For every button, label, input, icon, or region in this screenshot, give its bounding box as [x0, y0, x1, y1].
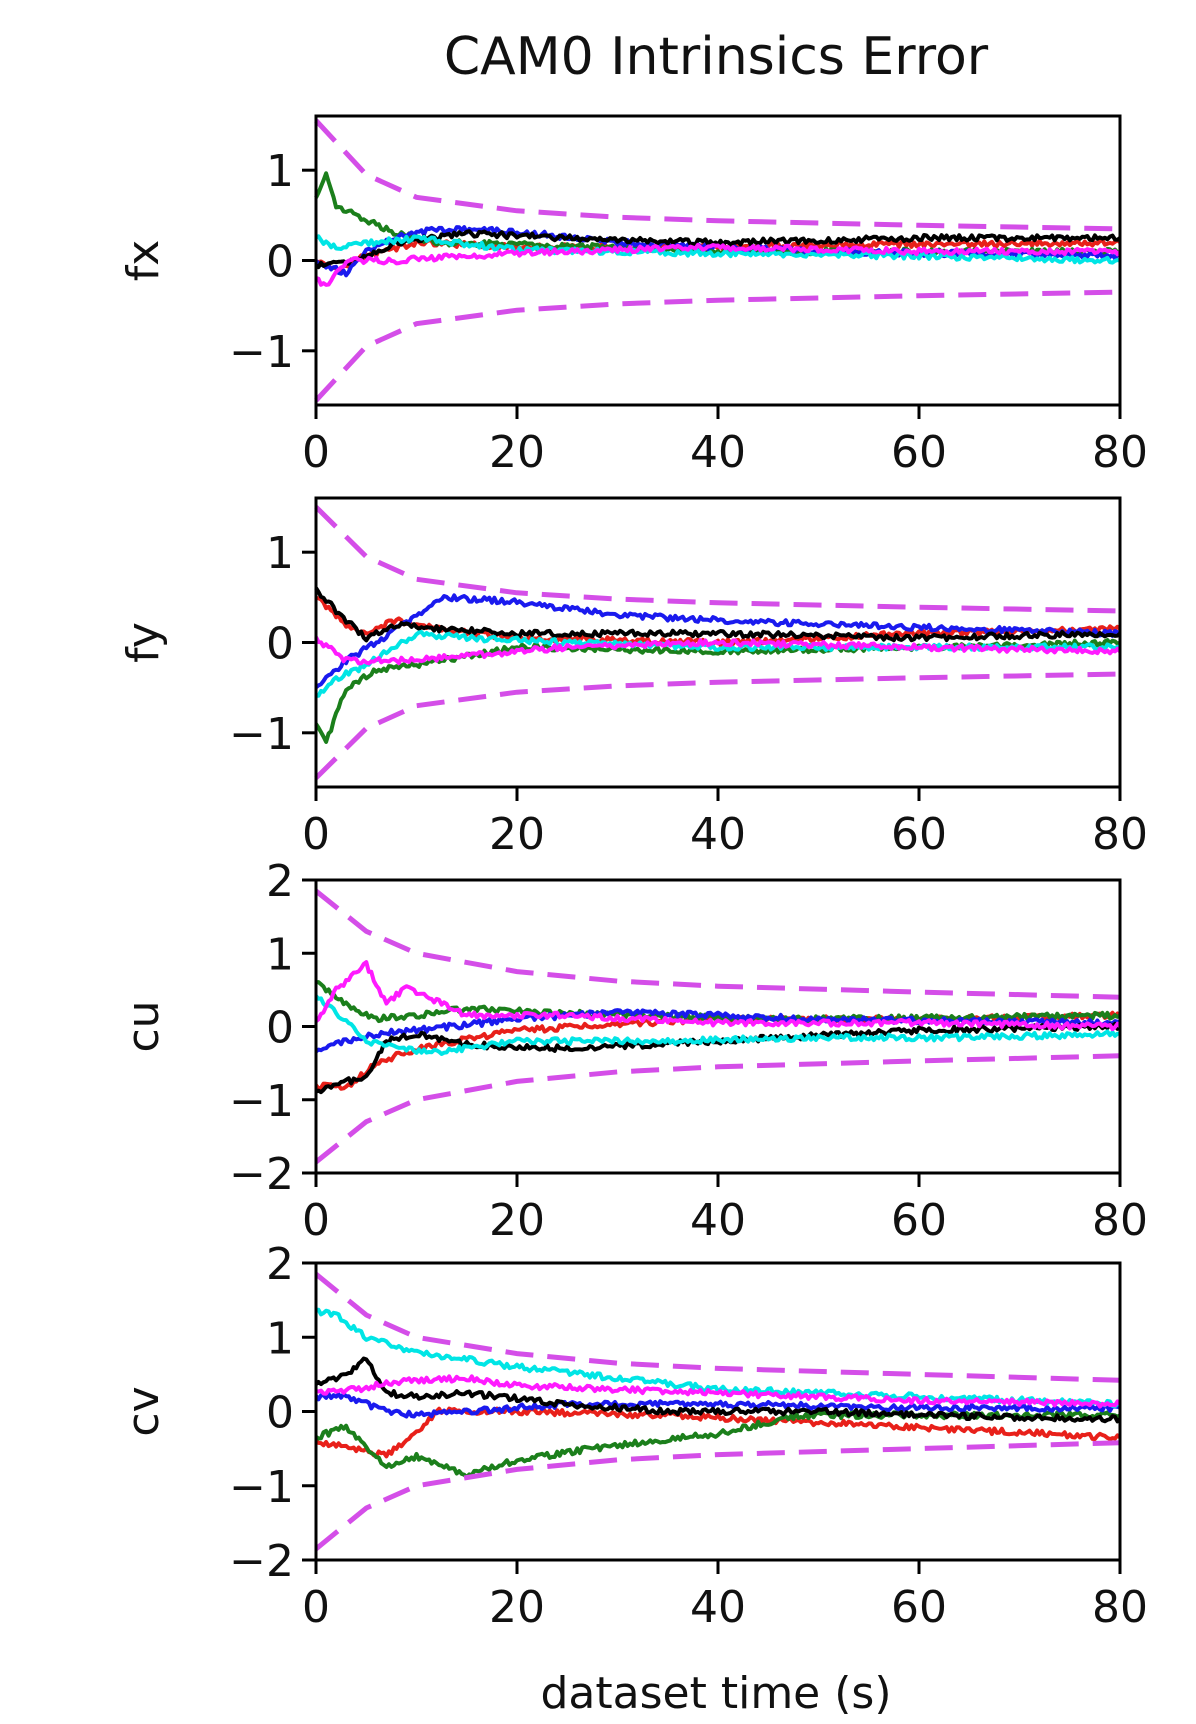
y-tick-label: 2	[266, 1239, 294, 1290]
y-tick-label: 0	[266, 619, 294, 670]
y-tick-label: 1	[266, 929, 294, 980]
x-tick-label: 80	[1092, 809, 1148, 860]
y-tick-label: 0	[266, 237, 294, 288]
x-tick-label: 40	[690, 1195, 746, 1246]
x-tick-label: 40	[690, 1582, 746, 1633]
upper-bound-line	[314, 505, 1121, 614]
x-tick-label: 80	[1092, 1582, 1148, 1633]
x-axis-label: dataset time (s)	[541, 1668, 892, 1719]
x-tick-label: 80	[1092, 427, 1148, 478]
series-line-black	[314, 586, 1122, 643]
x-tick-label: 0	[302, 1582, 330, 1633]
y-tick-label: 0	[266, 1388, 294, 1439]
y-tick-label: 1	[266, 1313, 294, 1364]
x-tick-label: 0	[302, 809, 330, 860]
upper-bound-line	[314, 889, 1121, 1000]
y-tick-label: −2	[229, 1149, 294, 1200]
series-line-green	[314, 638, 1121, 744]
series-line-black	[314, 1356, 1122, 1424]
series-line-magenta	[314, 636, 1122, 666]
y-axis-label: fx	[118, 240, 169, 282]
x-tick-label: 80	[1092, 1195, 1148, 1246]
x-tick-label: 60	[891, 809, 947, 860]
x-tick-label: 60	[891, 427, 947, 478]
x-tick-label: 20	[489, 427, 545, 478]
y-axis-label: cv	[118, 1386, 169, 1436]
y-tick-label: −2	[229, 1536, 294, 1587]
chart-title: CAM0 Intrinsics Error	[444, 27, 989, 87]
series-line-magenta	[315, 242, 1122, 287]
x-tick-label: 60	[891, 1195, 947, 1246]
y-axis-label: cu	[118, 1000, 169, 1052]
y-tick-label: 1	[266, 528, 294, 579]
x-tick-label: 0	[302, 427, 330, 478]
y-tick-label: 2	[266, 856, 294, 907]
series-line-red	[314, 1406, 1122, 1459]
x-tick-label: 40	[690, 809, 746, 860]
series-line-magenta	[315, 1374, 1122, 1409]
y-tick-label: 1	[266, 146, 294, 197]
series-line-green	[314, 1410, 1122, 1480]
y-tick-label: −1	[229, 709, 294, 760]
series-line-cyan	[315, 234, 1121, 265]
lower-bound-line	[314, 1440, 1121, 1551]
series-line-blue	[314, 593, 1121, 690]
upper-bound-line	[314, 1272, 1121, 1383]
y-axis-label: fy	[118, 622, 169, 663]
y-tick-label: −1	[229, 1076, 294, 1127]
lower-bound-line	[314, 671, 1121, 780]
y-tick-label: 0	[266, 1003, 294, 1054]
series-line-magenta	[314, 960, 1122, 1032]
x-tick-label: 0	[302, 1195, 330, 1246]
x-tick-label: 60	[891, 1582, 947, 1633]
y-tick-label: −1	[229, 327, 294, 378]
lower-bound-line	[314, 1053, 1121, 1164]
x-tick-label: 20	[489, 809, 545, 860]
series-line-cyan	[314, 994, 1121, 1056]
upper-bound-line	[314, 118, 1121, 232]
lower-bound-line	[314, 289, 1121, 403]
series-line-black	[315, 1021, 1122, 1095]
x-tick-label: 20	[489, 1582, 545, 1633]
y-tick-label: −1	[229, 1462, 294, 1513]
x-tick-label: 20	[489, 1195, 545, 1246]
x-tick-label: 40	[690, 427, 746, 478]
series-line-blue	[314, 1391, 1121, 1419]
